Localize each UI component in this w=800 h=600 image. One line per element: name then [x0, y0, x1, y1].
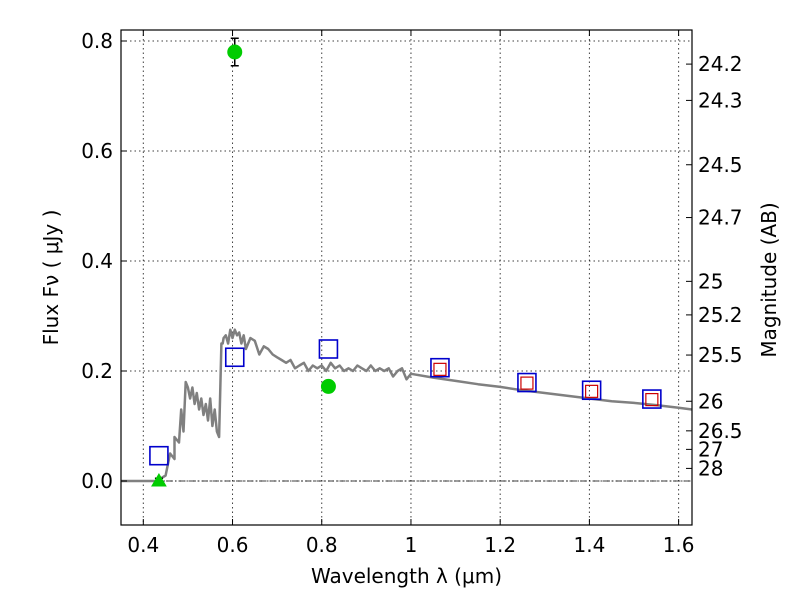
right-tick-label: 25: [698, 269, 723, 293]
y-tick-label: 0.4: [81, 249, 113, 273]
y-axis-label: Flux Fν ( μJy ): [39, 210, 63, 346]
grid-lines: [121, 30, 692, 525]
x-tick-label: 1: [405, 533, 418, 557]
right-tick-label: 26.5: [698, 419, 743, 443]
upper-limit-point: [645, 393, 659, 407]
model-photometry-point: [581, 380, 602, 401]
right-tick-label: 24.2: [698, 52, 743, 76]
y-tick-label: 0.6: [81, 139, 113, 163]
y-tick-label: 0.8: [81, 29, 113, 53]
x-axis-label: Wavelength λ (μm): [311, 564, 502, 588]
right-tick-label: 28: [698, 456, 723, 480]
right-tick-label: 25.5: [698, 343, 743, 367]
model-photometry-point: [430, 357, 450, 378]
detection-point: [320, 378, 336, 394]
model-photometry-point: [642, 389, 662, 409]
x-tick-label: 0.4: [127, 533, 159, 557]
upper-limit-point: [520, 376, 534, 390]
right-tick-label: 25.2: [698, 303, 743, 327]
upper-limit-point: [585, 384, 599, 398]
model-photometry-point: [318, 339, 339, 359]
y-tick-label: 0.0: [81, 469, 113, 493]
y-tick-label: 0.2: [81, 359, 113, 383]
right-axis-label: Magnitude (AB): [757, 202, 781, 357]
right-tick-label: 26: [698, 389, 723, 413]
x-tick-label: 0.6: [217, 533, 249, 557]
x-tick-label: 1.2: [484, 533, 516, 557]
right-tick-label: 24.5: [698, 153, 743, 177]
non-detection-point: [151, 473, 167, 487]
model-sed-curve: [121, 328, 693, 483]
model-photometry-point: [517, 372, 537, 393]
tick-marks: [121, 30, 692, 525]
x-tick-label: 1.6: [663, 533, 695, 557]
upper-limit-point: [433, 362, 447, 376]
right-tick-label: 24.3: [698, 88, 743, 112]
right-tick-label: 24.7: [698, 206, 743, 230]
detection-point: [227, 44, 243, 60]
markers-layer: [149, 37, 662, 487]
x-tick-label: 1.4: [573, 533, 605, 557]
right-tick-label: 27: [698, 437, 723, 461]
plot-frame: [120, 29, 693, 526]
x-tick-label: 0.8: [306, 533, 338, 557]
model-photometry-point: [224, 347, 245, 368]
model-curve-layer: [121, 328, 693, 483]
model-photometry-point: [149, 445, 169, 466]
